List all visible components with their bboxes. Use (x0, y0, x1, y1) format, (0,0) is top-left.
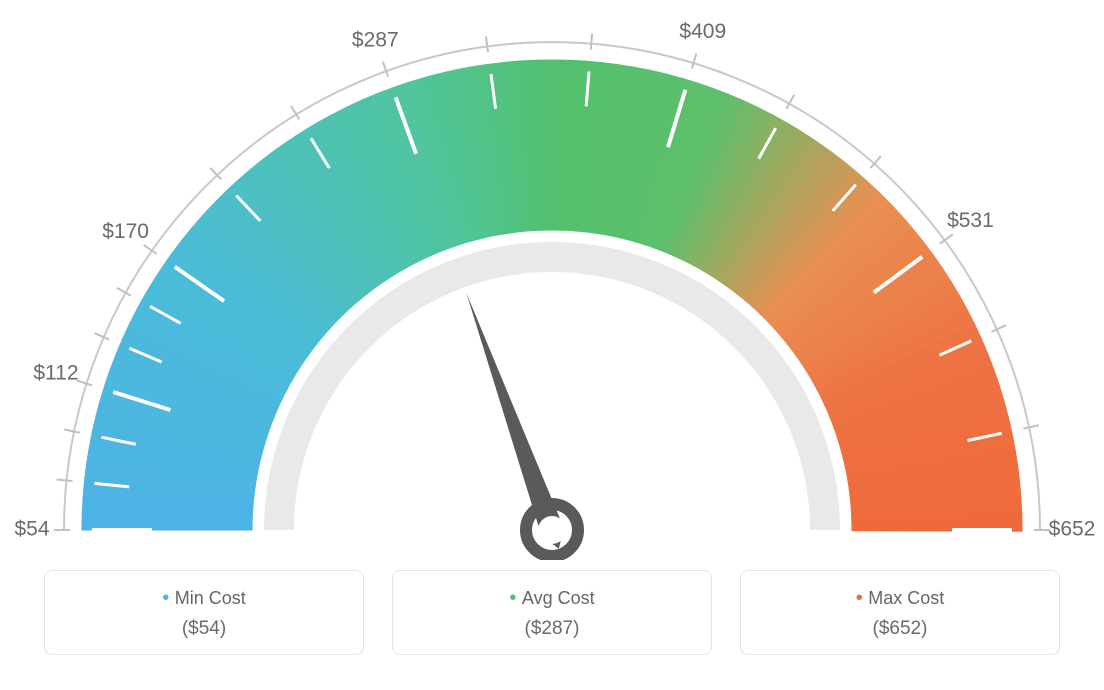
gauge-tick-label: $531 (947, 209, 994, 232)
legend-max-label: Max Cost (741, 587, 1059, 610)
gauge-chart: $54 $112 $170 $287 $409 $531 $652 (0, 0, 1104, 560)
gauge-needle (466, 293, 563, 549)
gauge-tick-label: $409 (679, 20, 726, 43)
gauge-tick-label: $112 (33, 362, 78, 385)
legend-min-value: ($54) (45, 618, 363, 640)
legend-card-min: Min Cost ($54) (44, 570, 364, 655)
legend-min-label: Min Cost (45, 587, 363, 610)
gauge-color-band (82, 60, 1022, 531)
gauge-tick-label: $54 (14, 518, 49, 541)
legend-avg-value: ($287) (393, 618, 711, 640)
gauge-tick-label: $652 (1049, 518, 1096, 541)
legend-max-value: ($652) (741, 618, 1059, 640)
gauge-tick-label: $170 (102, 220, 149, 243)
gauge-needle-hub-inner (538, 516, 566, 544)
gauge-tick-label: $287 (352, 28, 399, 51)
legend-card-avg: Avg Cost ($287) (392, 570, 712, 655)
legend-avg-label: Avg Cost (393, 587, 711, 610)
legend-card-max: Max Cost ($652) (740, 570, 1060, 655)
legend-row: Min Cost ($54) Avg Cost ($287) Max Cost … (0, 560, 1104, 655)
gauge-svg: $54 $112 $170 $287 $409 $531 $652 (0, 0, 1104, 560)
